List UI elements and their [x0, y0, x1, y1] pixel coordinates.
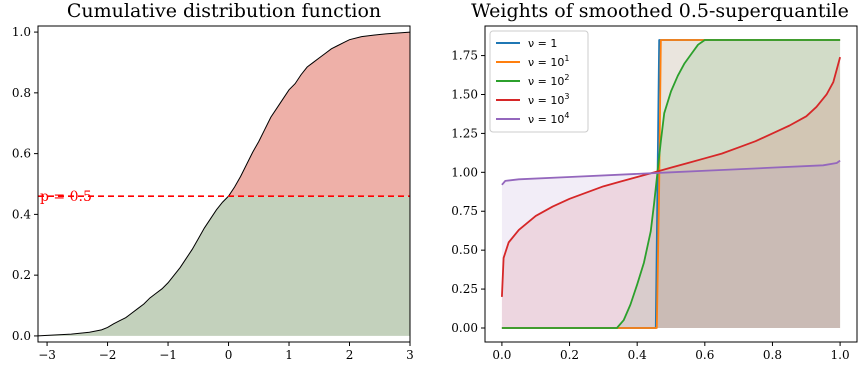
threshold-layer: p = 0.5 [38, 189, 410, 205]
y-tick-label: 1.00 [451, 165, 478, 179]
weights-x-ticks: 0.0 0.2 0.4 0.6 0.8 1.0 [492, 342, 850, 362]
threshold-label: p = 0.5 [40, 189, 92, 205]
weights-legend: ν = 1 ν = 101 ν = 102 ν = 103 ν = 104 [489, 30, 589, 133]
cdf-axes-frame [37, 25, 411, 343]
y-tick-label: 0.00 [451, 321, 478, 335]
x-tick-label: 2 [346, 348, 354, 362]
x-tick-label: 0 [225, 348, 233, 362]
series-fill [501, 40, 841, 328]
legend-box [489, 30, 589, 133]
series-line [501, 39, 841, 329]
x-tick-label: 0.0 [492, 348, 511, 362]
series-line [501, 56, 841, 297]
y-tick-label: 1.75 [451, 49, 478, 63]
x-tick-label: 0.6 [695, 348, 714, 362]
cdf-fill-below-threshold [38, 196, 410, 336]
series-fill [501, 40, 841, 328]
series-fill [501, 40, 841, 328]
y-tick-label: 0.50 [451, 243, 478, 257]
y-tick-label: 1.50 [451, 87, 478, 101]
y-tick-label: 0.0 [12, 329, 31, 343]
legend-label: ν = 102 [528, 73, 569, 88]
x-tick-label: −2 [99, 348, 117, 362]
legend-label: ν = 101 [528, 54, 569, 69]
legend-label: ν = 1 [528, 37, 557, 50]
weights-fill-regions [501, 40, 841, 328]
x-tick-label: −1 [159, 348, 177, 362]
x-tick-label: −3 [38, 348, 56, 362]
x-tick-label: 1 [285, 348, 293, 362]
y-tick-label: 0.75 [451, 204, 478, 218]
y-tick-label: 0.6 [12, 147, 31, 161]
legend-label: ν = 103 [528, 92, 569, 107]
legend-label: ν = 104 [528, 111, 569, 126]
cdf-chart: Cumulative distribution function p = 0.5… [12, 0, 414, 362]
y-tick-label: 0.2 [12, 268, 31, 282]
weights-axes-frame [484, 25, 858, 343]
weights-series-lines [501, 39, 841, 329]
cdf-fill-above-threshold [228, 32, 410, 197]
y-tick-label: 0.4 [12, 207, 31, 221]
cdf-y-ticks: 0.0 0.2 0.4 0.6 0.8 1.0 [12, 25, 38, 343]
weights-chart: Weights of smoothed 0.5-superquantile 0.… [451, 0, 858, 362]
cdf-fill-regions [38, 32, 410, 336]
cdf-x-ticks: −3 −2 −1 0 1 2 3 [38, 342, 414, 362]
weights-chart-title: Weights of smoothed 0.5-superquantile [471, 0, 849, 22]
y-tick-label: 1.0 [12, 25, 31, 39]
series-fill [501, 160, 841, 328]
y-tick-label: 0.8 [12, 86, 31, 100]
x-tick-label: 1.0 [831, 348, 850, 362]
x-tick-label: 0.4 [628, 348, 647, 362]
y-tick-label: 1.25 [451, 126, 478, 140]
series-line [501, 159, 841, 186]
series-fill [501, 57, 841, 328]
x-tick-label: 3 [406, 348, 414, 362]
cdf-chart-title: Cumulative distribution function [67, 0, 381, 22]
weights-y-ticks: 0.00 0.25 0.50 0.75 1.00 1.25 1.50 1.75 [451, 49, 485, 335]
x-tick-label: 0.2 [560, 348, 579, 362]
y-tick-label: 0.25 [451, 282, 478, 296]
x-tick-label: 0.8 [763, 348, 782, 362]
